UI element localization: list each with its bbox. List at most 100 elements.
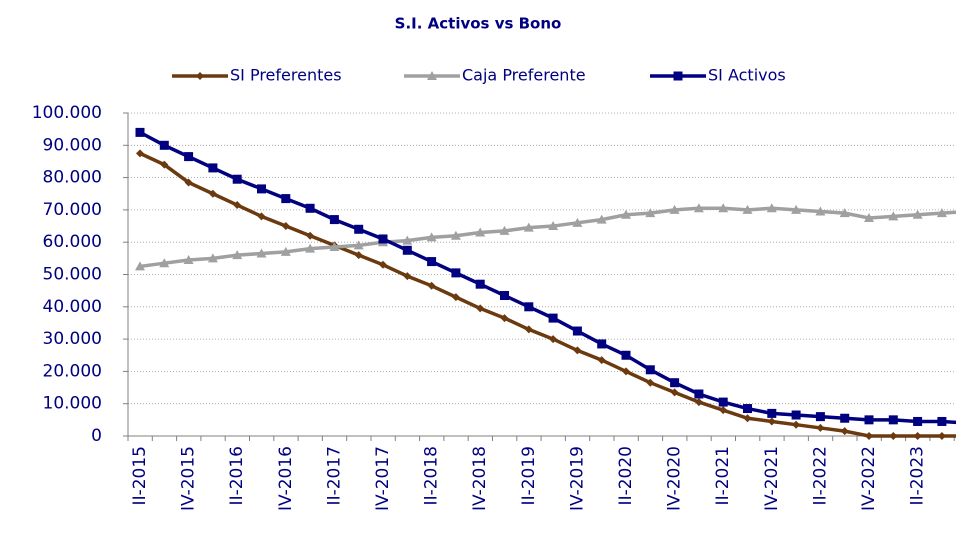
data-point	[549, 335, 558, 344]
series-line	[139, 130, 956, 425]
data-point	[499, 225, 510, 235]
x-tick-label: II-2018	[422, 446, 442, 505]
data-point	[864, 212, 874, 222]
data-point	[694, 389, 704, 399]
data-point	[159, 140, 169, 150]
data-point	[208, 189, 217, 198]
data-point	[329, 215, 339, 225]
data-point	[451, 293, 460, 302]
data-point	[184, 178, 193, 187]
y-tick-label: 90.000	[43, 135, 102, 155]
data-point	[136, 149, 144, 158]
x-tick-label: II-2020	[616, 446, 636, 505]
data-point	[815, 206, 826, 216]
data-point	[256, 248, 267, 258]
data-point	[912, 209, 923, 219]
data-point	[816, 423, 825, 432]
data-point	[159, 258, 170, 268]
data-point	[766, 203, 777, 213]
data-point	[354, 224, 364, 234]
y-tick-label: 70.000	[43, 200, 102, 220]
x-tick-label: II-2023	[908, 446, 928, 505]
data-point	[475, 227, 486, 237]
data-point	[670, 388, 679, 397]
data-point	[670, 378, 680, 388]
data-point	[669, 204, 680, 214]
data-point	[305, 203, 315, 213]
data-point	[524, 302, 534, 312]
data-point	[207, 253, 218, 263]
x-tick-label: II-2015	[130, 446, 150, 505]
data-point	[450, 230, 461, 240]
data-point	[426, 232, 437, 242]
data-point	[888, 211, 899, 221]
data-point	[353, 240, 364, 250]
x-tick-label: II-2021	[713, 446, 733, 505]
x-tick-label: II-2019	[519, 446, 539, 505]
data-point	[257, 184, 266, 194]
data-point	[427, 281, 436, 290]
data-point	[354, 251, 363, 260]
data-point	[888, 415, 898, 425]
legend-label: Caja Preferente	[462, 66, 586, 85]
data-point	[622, 367, 630, 376]
data-point	[135, 127, 145, 137]
data-point	[476, 304, 485, 313]
data-point	[646, 378, 655, 387]
legend-marker	[196, 72, 204, 80]
data-point	[135, 261, 145, 271]
data-point	[791, 204, 802, 214]
data-point	[379, 260, 387, 269]
data-point	[475, 279, 485, 289]
x-tick-label: II-2022	[810, 446, 830, 505]
data-point	[306, 231, 315, 240]
x-tick-label: IV-2018	[470, 446, 490, 511]
legend-label: SI Preferentes	[230, 66, 342, 85]
legend-marker	[427, 71, 437, 80]
data-point	[767, 417, 776, 426]
data-point	[865, 432, 873, 440]
data-point	[329, 242, 340, 252]
data-point	[815, 412, 825, 422]
y-tick-label: 10.000	[43, 394, 102, 414]
y-tick-label: 80.000	[43, 168, 102, 188]
data-point	[402, 235, 413, 245]
data-point	[208, 163, 218, 173]
x-tick-label: IV-2022	[859, 446, 879, 511]
data-point	[743, 414, 752, 423]
data-point	[572, 217, 583, 227]
data-point	[378, 234, 388, 244]
data-point	[937, 432, 946, 440]
data-point	[257, 212, 266, 221]
data-point	[889, 432, 898, 440]
data-point	[524, 325, 533, 334]
y-tick-label: 60.000	[43, 232, 102, 252]
data-point	[864, 415, 874, 425]
data-point	[645, 208, 656, 218]
x-tick-label: IV-2017	[373, 446, 393, 511]
data-point	[645, 365, 655, 375]
y-tick-label: 100.000	[32, 103, 102, 123]
data-point	[743, 404, 752, 414]
data-point	[840, 413, 850, 423]
data-point	[427, 257, 437, 267]
data-point	[718, 397, 728, 407]
series-line	[139, 151, 956, 438]
data-point	[548, 313, 558, 323]
x-tick-label: II-2017	[324, 446, 344, 505]
data-point	[621, 209, 631, 219]
y-tick-label: 30.000	[43, 329, 102, 349]
y-tick-label: 50.000	[43, 265, 102, 285]
data-point	[937, 416, 947, 426]
data-point	[500, 290, 509, 300]
data-point	[232, 174, 242, 184]
data-point	[596, 214, 607, 224]
y-tick-label: 40.000	[43, 297, 102, 317]
data-point	[742, 204, 753, 214]
data-point	[913, 416, 923, 426]
data-point	[548, 221, 559, 231]
data-point	[839, 208, 850, 218]
legend-label: SI Activos	[708, 66, 786, 85]
data-point	[936, 208, 947, 218]
